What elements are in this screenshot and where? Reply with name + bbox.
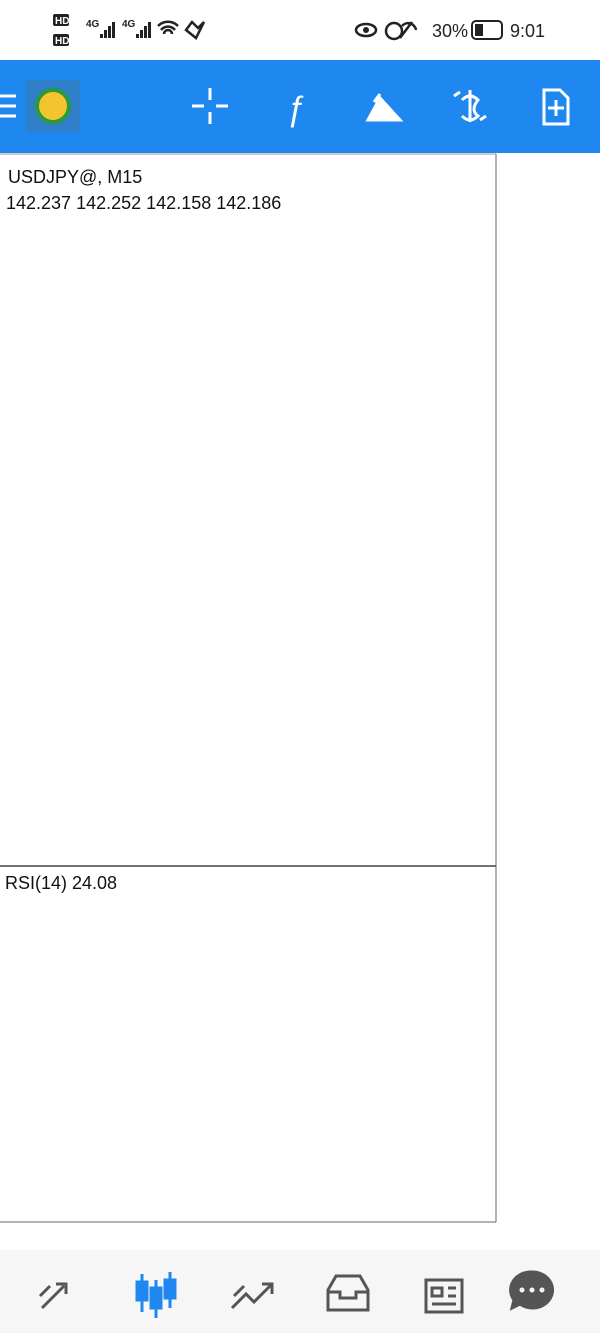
rsi-value: 24.08 bbox=[72, 873, 117, 893]
app-logo-mark bbox=[35, 88, 71, 124]
quotes-tab[interactable] bbox=[38, 1282, 68, 1310]
news-tab[interactable] bbox=[424, 1278, 464, 1314]
crosshair-button[interactable] bbox=[192, 88, 228, 124]
status-left: HD HD 4G 4G bbox=[53, 14, 206, 47]
chat-dot bbox=[529, 1287, 535, 1293]
hd-label: HD bbox=[55, 16, 69, 27]
eye-icon bbox=[354, 22, 378, 38]
hd-badge bbox=[53, 34, 69, 46]
trade-tab[interactable] bbox=[230, 1282, 274, 1310]
bottom-nav-icons bbox=[38, 1270, 555, 1318]
wifi-icon bbox=[157, 20, 179, 35]
toolbar-icons: ƒ bbox=[0, 80, 570, 132]
status-right: 30% 9:01 bbox=[354, 20, 545, 41]
hd-badge bbox=[53, 14, 69, 26]
trade-button[interactable] bbox=[453, 90, 487, 122]
alarm-icon bbox=[384, 21, 404, 41]
status-bar bbox=[0, 0, 600, 60]
new-order-button[interactable] bbox=[542, 88, 570, 126]
chat-dot bbox=[519, 1287, 525, 1293]
menu-button[interactable] bbox=[0, 94, 16, 118]
eye-pupil bbox=[363, 27, 369, 33]
hd-label: HD bbox=[55, 36, 69, 47]
symbol-label: USDJPY@, M15 bbox=[8, 167, 142, 187]
rsi-name: RSI(14) bbox=[5, 873, 67, 893]
mute-icon bbox=[399, 21, 418, 39]
chat-dot bbox=[539, 1287, 545, 1293]
chart-area bbox=[0, 153, 600, 1250]
bottom-nav bbox=[0, 1250, 600, 1333]
ohlc-open: 142.237 bbox=[6, 193, 71, 213]
charts-tab[interactable] bbox=[135, 1272, 177, 1318]
ohlc-close: 142.186 bbox=[216, 193, 281, 213]
battery-icon bbox=[471, 20, 503, 40]
battery-level bbox=[475, 24, 483, 36]
clock: 9:01 bbox=[510, 21, 545, 41]
toolbar bbox=[0, 60, 600, 153]
network-label: 4G bbox=[86, 19, 100, 30]
history-tab[interactable] bbox=[326, 1274, 370, 1312]
signal-icon bbox=[100, 22, 115, 38]
objects-button[interactable] bbox=[365, 93, 404, 122]
signal-icon bbox=[136, 22, 151, 38]
battery-label: 30% bbox=[432, 21, 468, 41]
link-icon bbox=[184, 20, 206, 40]
indicators-button[interactable]: ƒ bbox=[286, 90, 305, 129]
ohlc-high: 142.252 bbox=[76, 193, 141, 213]
network-label: 4G bbox=[122, 19, 136, 30]
ohlc-label: 142.237 142.252 142.158 142.186 bbox=[6, 193, 281, 213]
ohlc-low: 142.158 bbox=[146, 193, 211, 213]
rsi-label: RSI(14) 24.08 bbox=[5, 873, 117, 893]
